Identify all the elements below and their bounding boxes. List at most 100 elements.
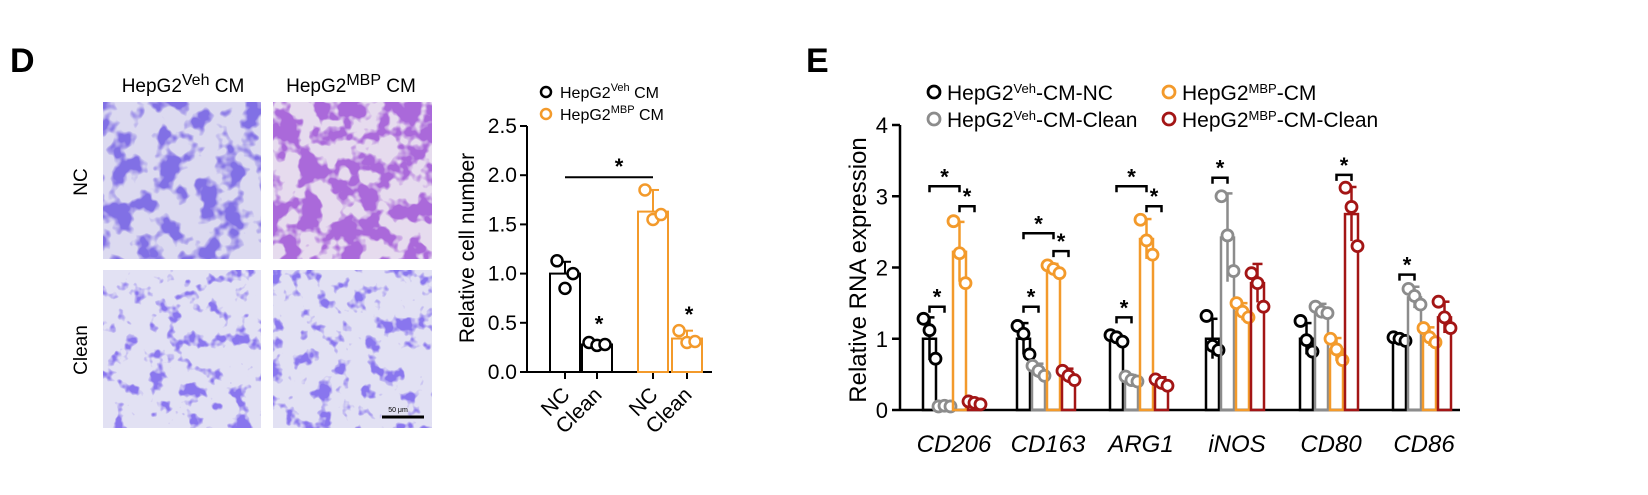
panel-e-y-tick-label: 2 — [876, 256, 888, 281]
panel-e-data-point — [1413, 297, 1428, 312]
panel-d-data-point — [558, 281, 572, 296]
panel-e-legend-label: HepG2MBP-CM — [1182, 81, 1316, 105]
panel-e-data-point — [1244, 266, 1259, 281]
panel-e-significance-star: * — [933, 285, 942, 310]
panel-e-data-point — [958, 276, 973, 291]
panel-d-significance-star: * — [685, 302, 694, 327]
panel-d-significance-star: * — [595, 312, 604, 337]
micrograph-mbp-clean: 50 μm — [273, 270, 432, 428]
panel-e-significance: * * * * * * * * * * * * — [928, 153, 1416, 324]
panel-e-y-tick-label: 4 — [876, 113, 888, 138]
panel-e-data-point — [1299, 333, 1314, 348]
panel-e-data-point — [1335, 353, 1350, 368]
panel-e-data-point — [1329, 342, 1344, 357]
panel-e-bar — [1045, 268, 1062, 412]
panel-d-legend-marker — [539, 85, 553, 99]
panel-e-data-point — [1437, 310, 1452, 325]
panel-e-significance-star: * — [1027, 285, 1036, 310]
panel-e-significance-star: * — [1057, 229, 1066, 254]
panel-e-data-point — [1250, 276, 1265, 291]
panel-e-bar — [1391, 337, 1408, 412]
panel-e-y-tick-label: 0 — [876, 398, 888, 423]
panel-e-data-point — [1214, 189, 1229, 204]
panel-e-significance-star: * — [1034, 211, 1043, 236]
panel-e-data-point — [952, 246, 967, 261]
panel-e-significance-bracket — [1115, 185, 1148, 193]
panel-d-legend-label: HepG2MBP CM — [560, 104, 664, 124]
panel-e-y-axis-label: Relative RNA expression — [845, 137, 872, 402]
panel-e-data-point — [1220, 228, 1235, 243]
panel-d-legend-marker — [539, 107, 553, 121]
panel-e-data-point — [1443, 321, 1458, 335]
panel-e-significance-bracket — [1211, 176, 1229, 184]
panel-e-data-point — [1350, 239, 1365, 254]
panel-e-data-point — [1416, 321, 1431, 335]
scale-bar-label: 50 μm — [388, 407, 408, 414]
panel-e-y-tick-label: 1 — [876, 327, 888, 352]
panel-e-data-point — [1305, 344, 1320, 359]
panel-d-data-point — [550, 254, 564, 268]
panel-d-y-tick-label: 2.0 — [488, 164, 517, 187]
panel-e-significance-bracket — [1115, 316, 1133, 324]
panel-d-data-point — [672, 323, 686, 338]
panel-e-significance-star: * — [1403, 253, 1412, 278]
micrograph-col-label-mbp: HepG2MBP CM — [286, 72, 416, 97]
micrograph-veh-clean — [103, 270, 261, 428]
panel-d-y-tick-label: 0.5 — [488, 312, 517, 335]
panel-e-significance-star: * — [1216, 156, 1225, 181]
panel-d-y-tick-label: 1.0 — [488, 263, 517, 286]
panel-d-significance-star: * — [615, 154, 624, 179]
panel-e-data-point — [1344, 200, 1359, 214]
panel-e-data-point — [1241, 310, 1256, 325]
panel-e-significance-star: * — [1340, 153, 1349, 178]
panel-e-data-point — [1431, 294, 1446, 309]
panel-e-bar — [1234, 310, 1251, 412]
panel-d-data-point — [638, 183, 652, 197]
panel-e-data-point — [1016, 326, 1031, 341]
panel-e-data-point — [946, 214, 961, 229]
panel-e-significance-bracket — [1052, 249, 1070, 258]
panel-e-data-point — [1022, 347, 1037, 362]
panel-e-legend-label: HepG2MBP-CM-Clean — [1182, 108, 1378, 132]
panel-e-x-tick-label: CD163 — [1011, 431, 1086, 458]
panel-e-bar — [1406, 296, 1423, 412]
panel-e-bar-chart: 0 1 2 3 4 CD206 CD163 ARG1 iNOS CD80 CD86 Relative… — [845, 81, 1460, 458]
micrograph-mbp-nc — [273, 102, 432, 259]
micrograph-row-labels: NC Clean — [71, 168, 92, 375]
panel-d-bar — [637, 210, 669, 373]
panel-e-x-tick-label: iNOS — [1208, 431, 1265, 458]
micrograph-column-labels: HepG2Veh CM HepG2MBP CM — [122, 72, 416, 97]
panel-e-legend-label: HepG2Veh-CM-NC — [947, 81, 1113, 105]
panel-d-data-point — [654, 207, 668, 222]
panel-e-legend-marker — [1161, 111, 1177, 127]
panel-e-data-point — [1338, 180, 1353, 195]
micrograph-col-label-veh: HepG2Veh CM — [122, 72, 245, 97]
panel-d-y-tick-label: 2.5 — [488, 115, 517, 138]
panel-e-bars — [916, 180, 1458, 414]
panel-e-data-point — [1067, 373, 1082, 387]
panel-e-x-tick-label: CD206 — [917, 431, 992, 458]
panel-e-data-point — [1256, 299, 1271, 314]
panel-e-significance-bracket — [1022, 305, 1040, 313]
panel-letter-d: D — [10, 42, 35, 80]
panel-e-data-point — [1133, 212, 1148, 227]
panel-e-data-point — [1320, 306, 1335, 321]
panel-e-data-point — [1293, 314, 1308, 328]
panel-e-legend: HepG2Veh-CM-NC HepG2MBP-CM HepG2Veh-CM-Cle… — [926, 81, 1378, 132]
panel-e-significance-bracket — [928, 185, 961, 193]
panel-e-y-tick-label: 3 — [876, 184, 888, 209]
panel-e-significance-bracket — [1145, 204, 1163, 213]
panel-e-significance-bracket — [928, 305, 946, 313]
panel-e-data-point — [1428, 335, 1443, 350]
panel-e-data-point — [1226, 264, 1241, 278]
panel-e-significance-star: * — [1120, 295, 1129, 320]
micrograph-row-label-clean: Clean — [71, 325, 92, 375]
panel-d-legend-label: HepG2Veh CM — [560, 82, 659, 102]
panel-d-y-tick-label: 0.0 — [488, 361, 517, 384]
panel-d-bars — [549, 183, 703, 374]
panel-e-x-tick-label: CD80 — [1300, 431, 1362, 458]
panel-d-data-point — [566, 266, 580, 281]
panel-e-bar — [1313, 309, 1330, 412]
